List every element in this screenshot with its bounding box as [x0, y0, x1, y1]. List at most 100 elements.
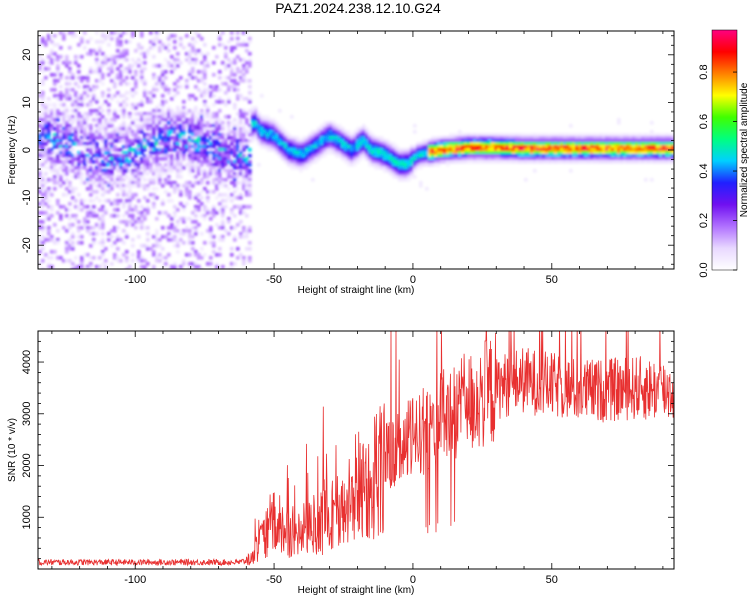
heatmap-cell [239, 235, 243, 239]
heatmap-cell [140, 211, 144, 215]
heatmap-cell [110, 184, 114, 188]
heatmap-cell [218, 145, 222, 149]
heatmap-cell [563, 133, 567, 137]
heatmap-cell [44, 202, 48, 206]
heatmap-cell [125, 256, 129, 260]
heatmap-cell [194, 148, 198, 152]
heatmap-cell [239, 154, 243, 158]
heatmap-cell [581, 160, 585, 164]
heatmap-cell [236, 157, 240, 161]
heatmap-cell [224, 157, 228, 161]
heatmap-cell [107, 103, 111, 107]
heatmap-cell [86, 226, 90, 230]
heatmap-cell [254, 136, 258, 140]
heatmap-cell [152, 253, 156, 257]
heatmap-cell [101, 148, 105, 152]
heatmap-cell [74, 163, 78, 167]
heatmap-cell [572, 142, 576, 146]
heatmap-cell [176, 223, 180, 227]
heatmap-cell [248, 40, 252, 44]
heatmap-cell [68, 130, 72, 134]
heatmap-cell [290, 142, 294, 146]
heatmap-cell [113, 202, 117, 206]
heatmap-cell [590, 133, 594, 137]
heatmap-cell [545, 148, 549, 152]
heatmap-cell [407, 148, 411, 152]
heatmap-cell [131, 94, 135, 98]
heatmap-cell [149, 40, 153, 44]
heatmap-cell [158, 157, 162, 161]
heatmap-cell [152, 205, 156, 209]
heatmap-cell [122, 79, 126, 83]
heatmap-cell [629, 157, 633, 161]
heatmap-cell [296, 160, 300, 164]
heatmap-cell [239, 118, 243, 122]
heatmap-cell [140, 139, 144, 143]
heatmap-cell [224, 193, 228, 197]
heatmap-cell [533, 133, 537, 137]
heatmap-cell [140, 31, 144, 35]
heatmap-cell [158, 181, 162, 185]
heatmap-cell [512, 151, 516, 155]
heatmap-cell [353, 160, 357, 164]
heatmap-cell [107, 109, 111, 113]
heatmap-cell [608, 154, 612, 158]
heatmap-cell [74, 199, 78, 203]
heatmap-cell [161, 157, 165, 161]
heatmap-cell [434, 148, 438, 152]
heatmap-cell [47, 139, 51, 143]
heatmap-cell [122, 31, 126, 35]
heatmap-cell [524, 142, 528, 146]
heatmap-cell [113, 154, 117, 158]
heatmap-cell [89, 169, 93, 173]
heatmap-cell [143, 244, 147, 248]
heatmap-cell [317, 127, 321, 131]
heatmap-cell [215, 85, 219, 89]
heatmap-cell [152, 178, 156, 182]
heatmap-cell [224, 91, 228, 95]
heatmap-cell [578, 136, 582, 140]
heatmap-cell [620, 145, 624, 149]
heatmap-cell [104, 157, 108, 161]
heatmap-cell [509, 142, 513, 146]
heatmap-cell [482, 133, 486, 137]
heatmap-cell [539, 151, 543, 155]
heatmap-cell [131, 184, 135, 188]
heatmap-cell [479, 136, 483, 140]
heatmap-cell [365, 127, 369, 131]
heatmap-cell [194, 52, 198, 56]
heatmap-cell [257, 142, 261, 146]
heatmap-cell [194, 130, 198, 134]
heatmap-cell [431, 157, 435, 161]
heatmap-cell [530, 142, 534, 146]
heatmap-cell [131, 139, 135, 143]
heatmap-cell [44, 43, 48, 47]
heatmap-cell [176, 112, 180, 116]
heatmap-cell [362, 145, 366, 149]
heatmap-cell [203, 217, 207, 221]
heatmap-cell [92, 133, 96, 137]
heatmap-cell [545, 133, 549, 137]
heatmap-cell [332, 139, 336, 143]
heatmap-cell [119, 238, 123, 242]
heatmap-cell [191, 112, 195, 116]
heatmap-cell [239, 76, 243, 80]
heatmap-cell [422, 157, 426, 161]
heatmap-cell [368, 145, 372, 149]
heatmap-cell [644, 136, 648, 140]
heatmap-cell [503, 154, 507, 158]
heatmap-cell [158, 64, 162, 68]
heatmap-cell [50, 235, 54, 239]
heatmap-cell [266, 133, 270, 137]
heatmap-cell [551, 142, 555, 146]
heatmap-cell [188, 109, 192, 113]
heatmap-cell [56, 97, 60, 101]
heatmap-cell [632, 142, 636, 146]
heatmap-cell [140, 70, 144, 74]
heatmap-cell [239, 139, 243, 143]
heatmap-cell [134, 91, 138, 95]
heatmap-cell [410, 160, 414, 164]
heatmap-cell [95, 112, 99, 116]
heatmap-cell [86, 160, 90, 164]
heatmap-cell [215, 211, 219, 215]
